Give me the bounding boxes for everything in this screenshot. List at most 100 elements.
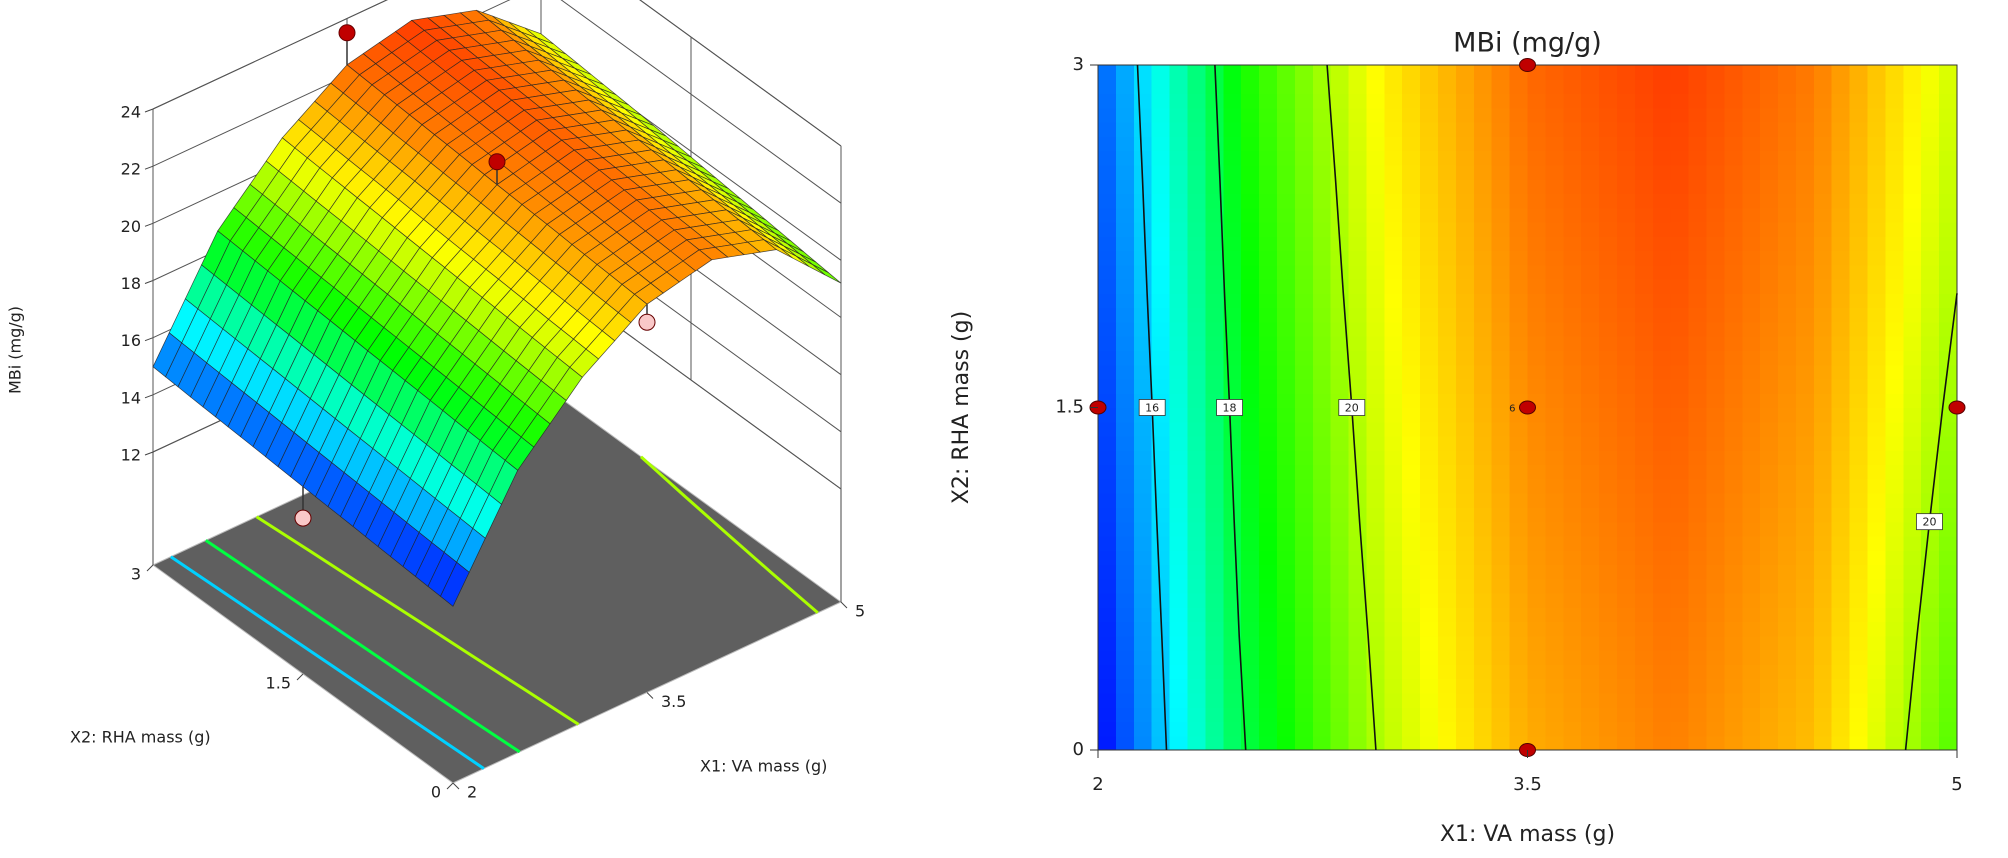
heat-cell [1688, 678, 1708, 694]
heat-cell [1688, 521, 1708, 537]
heat-cell [1688, 607, 1708, 623]
heat-cell [1151, 550, 1171, 566]
heat-cell [1742, 250, 1761, 266]
heat-cell [1330, 521, 1350, 537]
heat-cell [1098, 421, 1117, 437]
heat-cell [1921, 150, 1940, 166]
heat-cell [1420, 307, 1439, 323]
heat-cell [1867, 407, 1887, 423]
heat-cell [1563, 535, 1582, 551]
heat-cell [1813, 193, 1833, 209]
heat-cell [1133, 336, 1153, 352]
heat-cell [1688, 550, 1708, 566]
heat-cell [1473, 478, 1493, 494]
heat-cell [1760, 535, 1779, 551]
heat-cell [1670, 93, 1690, 109]
heat-cell [1903, 692, 1922, 708]
heat-cell [1760, 550, 1779, 566]
heat-cell [1939, 293, 1958, 309]
heat-cell [1509, 650, 1529, 665]
heat-cell [1706, 735, 1725, 751]
heat-cell [1473, 164, 1493, 180]
heat-cell [1276, 107, 1296, 123]
heat-cell [1420, 578, 1439, 594]
heat-cell [1742, 493, 1761, 508]
heat-cell [1939, 364, 1958, 380]
heat-cell [1133, 692, 1153, 708]
heat-cell [1867, 535, 1887, 551]
heat-cell [1760, 321, 1779, 337]
heat-cell [1849, 350, 1869, 366]
heat-cell [1849, 93, 1869, 109]
heat-cell [1670, 550, 1690, 566]
heat-cell [1169, 607, 1189, 623]
surface-patch [440, 561, 470, 607]
heat-cell [1348, 550, 1368, 566]
heat-cell [1706, 507, 1725, 523]
heat-cell [1742, 735, 1761, 751]
heat-cell [1420, 150, 1439, 166]
heat-cell [1187, 507, 1206, 523]
heat-cell [1187, 564, 1206, 580]
heat-cell [1688, 507, 1708, 523]
heat-cell [1259, 493, 1278, 508]
design-point [638, 313, 656, 331]
heat-cell [1115, 364, 1135, 380]
heat-cell [1259, 207, 1278, 223]
heat-cell [1563, 664, 1582, 680]
heat-cell [1420, 122, 1439, 137]
heat-cell [1581, 721, 1600, 737]
heat-cell [1903, 164, 1922, 180]
heat-cell [1616, 264, 1636, 280]
heat-cell [1259, 393, 1278, 409]
heat-cell [1706, 221, 1725, 237]
heat-cell [1903, 478, 1922, 494]
heat-cell [1455, 550, 1475, 566]
heat-cell [1491, 478, 1511, 494]
heat-cell [1115, 279, 1135, 294]
heat-cell [1223, 707, 1242, 723]
heat-cell [1402, 664, 1421, 680]
heat-cell [1276, 236, 1296, 252]
heat-cell [1098, 436, 1117, 451]
heat-cell [1133, 735, 1153, 751]
heat-cell [1115, 721, 1135, 737]
heat-cell [1563, 735, 1582, 751]
heat-cell [1366, 450, 1385, 466]
heat-cell [1402, 593, 1421, 608]
heat-cell [1742, 107, 1761, 123]
heat-cell [1778, 65, 1797, 80]
heat-cell [1115, 607, 1135, 623]
heat-cell [1760, 250, 1779, 266]
heat-cell [1599, 493, 1618, 508]
heat-cell [1348, 279, 1368, 294]
heat-cell [1652, 164, 1672, 180]
heat-cell [1903, 207, 1922, 223]
heat-cell [1115, 436, 1135, 451]
heat-cell [1312, 236, 1332, 252]
heat-cell [1921, 193, 1940, 209]
heat-cell [1813, 221, 1833, 237]
heat-cell [1187, 393, 1206, 409]
heat-cell [1599, 464, 1618, 480]
heat-cell [1205, 350, 1224, 366]
heat-cell [1455, 293, 1475, 309]
heat-cell [1223, 650, 1242, 665]
heat-cell [1420, 207, 1439, 223]
heat-cell [1294, 79, 1314, 95]
heat-cell [1187, 364, 1206, 380]
heat-cell [1795, 450, 1815, 466]
heat-cell [1563, 721, 1582, 737]
heat-cell [1724, 464, 1743, 480]
heat-cell [1903, 364, 1922, 380]
heat-cell [1420, 393, 1439, 409]
heat-cell [1098, 279, 1117, 294]
heat-cell [1402, 193, 1421, 209]
heat-cell [1455, 635, 1475, 651]
heat-cell [1438, 507, 1457, 523]
heat-cell [1939, 664, 1958, 680]
heat-cell [1939, 236, 1958, 252]
heat-cell [1438, 664, 1457, 680]
heat-cell [1939, 279, 1958, 294]
heat-cell [1545, 364, 1564, 380]
